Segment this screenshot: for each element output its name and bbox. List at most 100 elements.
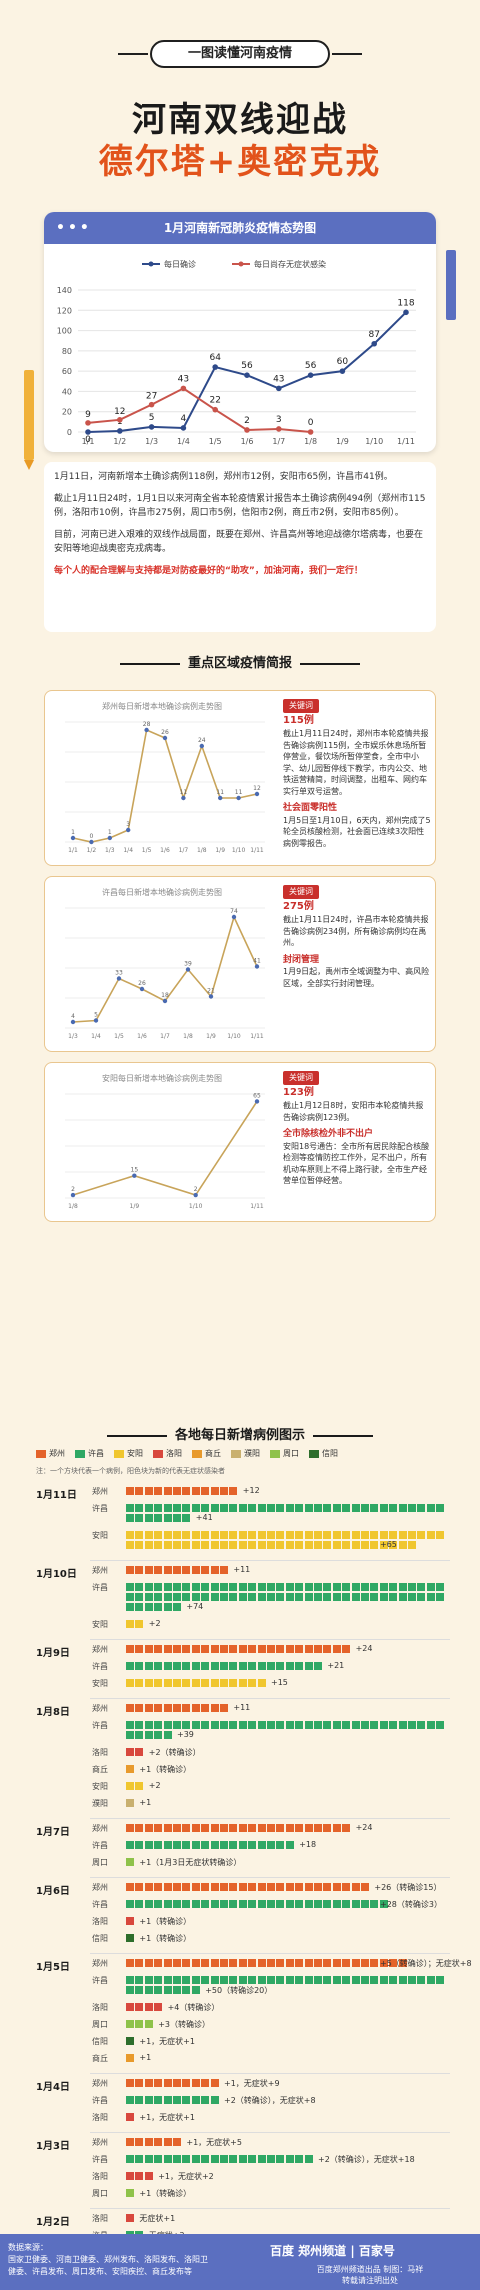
case-cell <box>389 1959 398 1967</box>
case-cell <box>304 1504 313 1512</box>
case-cell <box>126 2214 134 2222</box>
data-label: 27 <box>146 392 157 402</box>
case-cell <box>210 1593 219 1601</box>
color-legend: 郑州 许昌 安阳 洛阳 商丘 濮阳 周口 信阳 <box>36 1448 456 1459</box>
case-cell <box>342 1504 351 1512</box>
case-cell <box>248 2155 257 2163</box>
case-cell <box>126 2155 134 2163</box>
day-divider <box>90 1698 450 1699</box>
case-cell <box>323 1541 332 1549</box>
case-cell <box>314 1541 322 1549</box>
data-point <box>371 340 378 347</box>
data-label: 11 <box>180 789 188 796</box>
case-cell <box>173 1514 181 1522</box>
case-cell <box>173 1583 181 1591</box>
case-cell <box>182 1487 191 1495</box>
daily-section-title: 各地每日新增病例图示 <box>0 1424 480 1443</box>
region-text2: 安阳18号通告：全市所有居民除配合核酸检测等疫情防控工作外，足不出户，所有机动车… <box>283 1141 430 1186</box>
case-cell <box>144 1679 153 1687</box>
case-cell <box>398 1531 407 1539</box>
region-card-1: 许昌每日新增本地确诊病例走势图 4 5 33 26 18 39 21 74 41 1/3 1/4 1/5… <box>44 876 436 1052</box>
case-cell <box>135 2155 144 2163</box>
city-label: 信阳 <box>92 1934 108 1943</box>
data-point <box>212 364 218 370</box>
case-cell <box>173 1541 181 1549</box>
x-tick-label: 1/9 <box>215 847 225 854</box>
data-point <box>70 835 76 841</box>
case-cell <box>332 1976 341 1984</box>
x-tick-label: 1/2 <box>113 437 126 446</box>
case-cell <box>295 1959 304 1967</box>
footer-credit2: 转载请注明出处 <box>342 2276 398 2285</box>
case-cell <box>126 1782 134 1790</box>
x-tick-label: 1/11 <box>250 1033 264 1040</box>
case-cell <box>191 1986 200 1994</box>
case-cell <box>238 2155 247 2163</box>
case-cell <box>304 1645 313 1653</box>
case-cell <box>238 1679 247 1687</box>
case-cell <box>332 1883 341 1891</box>
case-cell <box>191 1566 200 1574</box>
case-cell <box>267 1583 275 1591</box>
case-cell <box>248 1721 257 1729</box>
case-cell <box>126 1799 134 1807</box>
case-cell <box>201 2096 210 2104</box>
case-cell <box>323 1583 332 1591</box>
case-cell <box>351 1959 360 1967</box>
case-cell <box>257 1541 266 1549</box>
case-cell <box>144 2079 153 2087</box>
case-cell <box>191 1504 200 1512</box>
data-label: 118 <box>397 298 414 308</box>
case-count-label: +24 <box>355 1823 373 1832</box>
legend-item-周口: 周口 <box>270 1448 299 1459</box>
case-cell <box>173 2138 181 2146</box>
case-cell <box>379 1721 388 1729</box>
region-text2: 1月9日起，禹州市全域调整为中、高风险区域，全部实行封闭管理。 <box>283 967 430 988</box>
case-cell <box>191 1487 200 1495</box>
case-cell <box>426 1593 435 1601</box>
case-cell <box>238 1541 247 1549</box>
region-text1: 截止1月12日8时，安阳市本轮疫情共报告确诊病例123例。 <box>283 1101 424 1122</box>
case-cell <box>182 1841 191 1849</box>
case-cell <box>257 1900 266 1908</box>
data-label: 0 <box>85 435 91 445</box>
x-tick-label: 1/8 <box>304 437 317 446</box>
case-cell <box>126 2054 134 2062</box>
case-cell <box>135 2096 144 2104</box>
case-cell <box>182 1704 191 1712</box>
case-cell <box>182 1566 191 1574</box>
case-cell <box>182 1583 191 1591</box>
case-count-label: +1（转确诊） <box>139 1917 192 1926</box>
case-cell <box>248 1959 257 1967</box>
case-cell <box>191 1704 200 1712</box>
case-cell <box>295 1662 304 1670</box>
case-cell <box>126 2003 134 2011</box>
x-tick-label: 1/10 <box>227 1033 241 1040</box>
data-label: 3 <box>276 415 282 425</box>
case-cell <box>257 1645 266 1653</box>
case-cell <box>126 1917 134 1925</box>
case-cell <box>361 1959 369 1967</box>
case-cell <box>135 1704 144 1712</box>
case-cell <box>173 1883 181 1891</box>
case-cell <box>295 1541 304 1549</box>
case-cell <box>379 1976 388 1984</box>
case-cell <box>154 1704 163 1712</box>
case-cell <box>201 1976 210 1984</box>
data-label: 64 <box>209 353 221 363</box>
case-cell <box>144 1603 153 1611</box>
case-cell <box>267 1645 275 1653</box>
case-cell <box>314 1824 322 1832</box>
case-cell <box>248 1541 257 1549</box>
y-tick-label: 40 <box>62 387 72 396</box>
city-label: 洛阳 <box>92 2214 108 2223</box>
case-cell <box>163 1583 172 1591</box>
case-cell <box>210 1679 219 1687</box>
case-cell <box>370 1900 379 1908</box>
case-cell <box>408 1531 416 1539</box>
case-cell <box>323 1824 332 1832</box>
main-chart-card: ••• 1月河南新冠肺炎疫情态势图 每日确诊 每日尚存无症状感染 0 20 40 60 80… <box>44 212 436 452</box>
case-cell <box>220 1679 228 1687</box>
data-point <box>107 835 112 841</box>
